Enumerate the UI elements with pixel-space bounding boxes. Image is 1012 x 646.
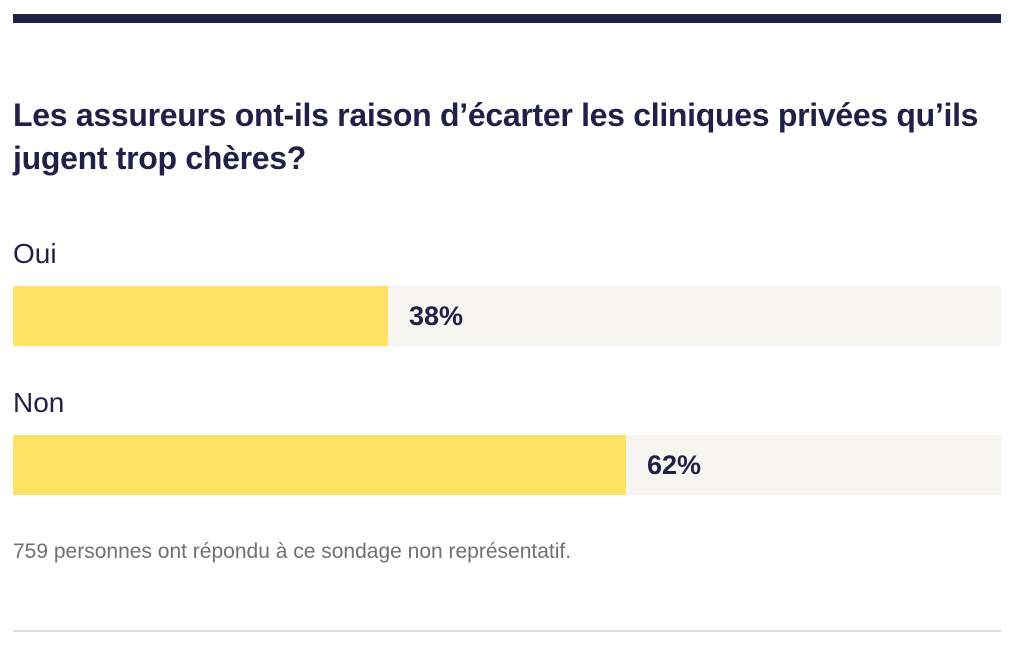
- poll-question: Les assureurs ont-ils raison d’écarter l…: [13, 97, 979, 176]
- bar-track: 62%: [13, 435, 1001, 495]
- bar-value-label: 62%: [647, 450, 702, 480]
- bar-fill: [13, 435, 626, 495]
- bar-fill: [13, 286, 388, 346]
- bar-track: 38%: [13, 286, 1001, 346]
- option-label: Non: [13, 387, 65, 418]
- poll-footnote: 759 personnes ont répondu à ce sondage n…: [13, 540, 572, 563]
- top-rule: [13, 14, 1001, 23]
- poll-option-non: Non 62%: [13, 385, 1001, 495]
- poll-option-oui: Oui 38%: [13, 236, 1001, 346]
- bar-value-label: 38%: [409, 301, 464, 331]
- option-label: Oui: [13, 238, 57, 269]
- bottom-rule: [13, 630, 1001, 632]
